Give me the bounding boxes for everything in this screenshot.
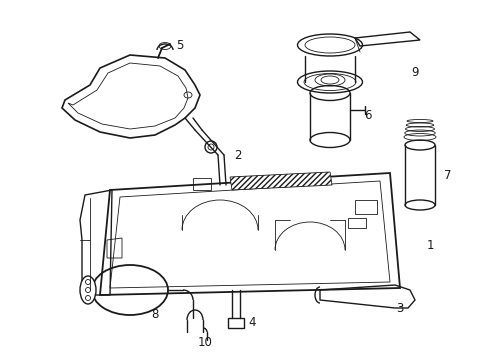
Text: 4: 4 [248,315,256,328]
Text: 1: 1 [426,239,434,252]
Ellipse shape [80,276,96,304]
Text: 5: 5 [176,39,184,51]
Text: 8: 8 [151,309,159,321]
Polygon shape [230,172,332,190]
Text: 3: 3 [396,302,404,315]
Text: 6: 6 [364,108,372,122]
Text: 7: 7 [444,168,452,181]
Text: 2: 2 [234,149,242,162]
Text: 10: 10 [197,336,213,348]
Text: 9: 9 [411,66,419,78]
